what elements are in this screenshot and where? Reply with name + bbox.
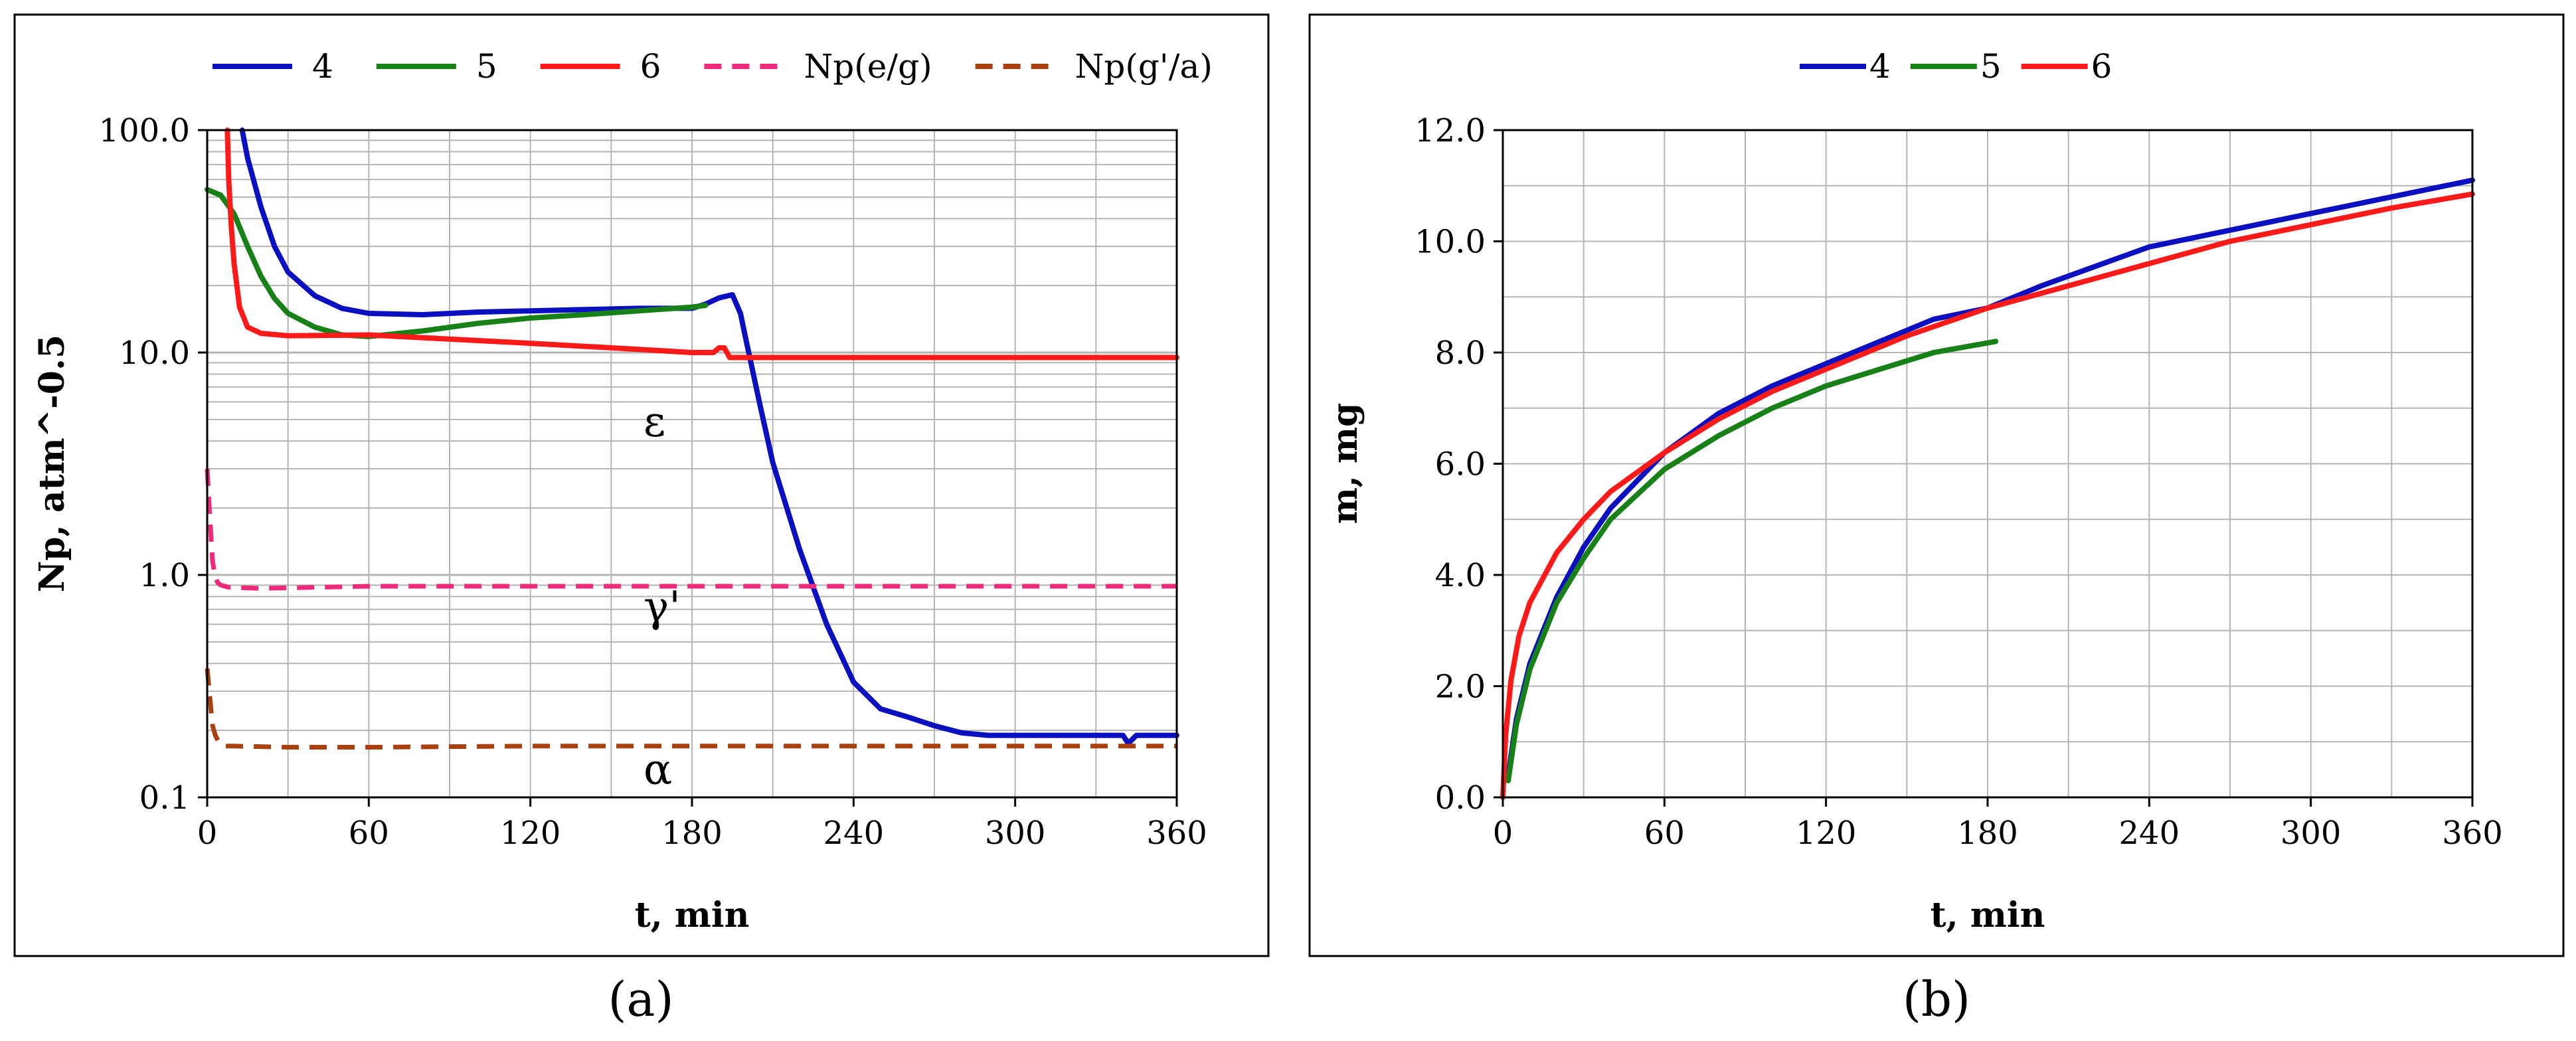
- panel-b-frame: [1308, 13, 2565, 957]
- panel-a-grid: [207, 130, 1177, 797]
- series-line-5: [1505, 339, 1999, 783]
- y-tick-label: 0.0: [1435, 779, 1486, 817]
- legend-label: Np(g'/a): [1075, 47, 1213, 86]
- y-tick-label: 1.0: [139, 557, 190, 594]
- series-line-6: [224, 127, 1179, 360]
- panel-a-ticks: 0 60 120 180 240 300 360 0.1 1.0 10.0 100.0: [99, 112, 1207, 852]
- y-tick-label: 0.1: [139, 779, 190, 817]
- y-tick-label: 10.0: [119, 335, 190, 372]
- y-tick-label: 100.0: [99, 112, 190, 149]
- y-tick-label: 6.0: [1435, 446, 1486, 483]
- x-tick-label: 180: [661, 815, 723, 852]
- panel-b-legend: 4 5 6: [1800, 47, 2112, 86]
- panel-a-legend: 4 5 6 Np(e/g) Np(g'/a): [213, 47, 1213, 86]
- x-tick-label: 60: [349, 815, 389, 852]
- series-line-4: [239, 127, 1179, 746]
- y-tick-label: 10.0: [1415, 224, 1486, 261]
- panel-a-frame: [13, 13, 1270, 957]
- x-tick-label: 0: [197, 815, 218, 852]
- panel-b-x-axis-label: t, min: [1931, 895, 2045, 935]
- y-tick-label: 8.0: [1435, 335, 1486, 372]
- phase-annotation: ε: [644, 398, 665, 447]
- panel-a-series: [205, 127, 1179, 750]
- legend-label: 5: [1980, 47, 2002, 86]
- panel-b-ticks: 0 60 120 180 240 300 360 0.0 2.0 4.0 6.0 8.0 10.0 12.…: [1415, 112, 2503, 852]
- legend-label: 6: [2091, 47, 2112, 86]
- panel-a-x-axis-label: t, min: [635, 895, 750, 935]
- x-tick-label: 360: [1146, 815, 1207, 852]
- series-line-np-g-a: [205, 668, 1177, 750]
- panel-a-caption: (a): [608, 971, 673, 1027]
- x-tick-label: 240: [2119, 815, 2180, 852]
- series-line-6: [1500, 191, 2475, 800]
- y-tick-label: 12.0: [1415, 112, 1486, 149]
- x-tick-label: 360: [2442, 815, 2503, 852]
- panel-b-y-axis-label: m, mg: [1325, 403, 1365, 524]
- legend-label: 4: [312, 47, 333, 86]
- x-tick-label: 300: [985, 815, 1046, 852]
- x-tick-label: 120: [500, 815, 561, 852]
- x-tick-label: 300: [2280, 815, 2342, 852]
- x-tick-label: 0: [1493, 815, 1513, 852]
- x-tick-label: 120: [1796, 815, 1857, 852]
- x-tick-label: 240: [823, 815, 885, 852]
- series-line-np-e-g: [205, 469, 1177, 591]
- x-tick-label: 180: [1957, 815, 2018, 852]
- legend-label: 5: [476, 47, 497, 86]
- y-tick-label: 2.0: [1435, 669, 1486, 706]
- y-tick-label: 4.0: [1435, 557, 1486, 594]
- panel-b-series: [1500, 177, 2475, 800]
- panel-b-caption: (b): [1903, 971, 1970, 1027]
- panel-a-y-axis-label: Np, atm^-0.5: [32, 335, 72, 592]
- panel-a-annotations: ε γ' α: [644, 398, 681, 794]
- legend-label: 4: [1869, 47, 1891, 86]
- legend-label: Np(e/g): [804, 47, 932, 86]
- legend-label: 6: [640, 47, 661, 86]
- phase-annotation: γ': [644, 583, 681, 632]
- phase-annotation: α: [644, 746, 672, 795]
- x-tick-label: 60: [1644, 815, 1685, 852]
